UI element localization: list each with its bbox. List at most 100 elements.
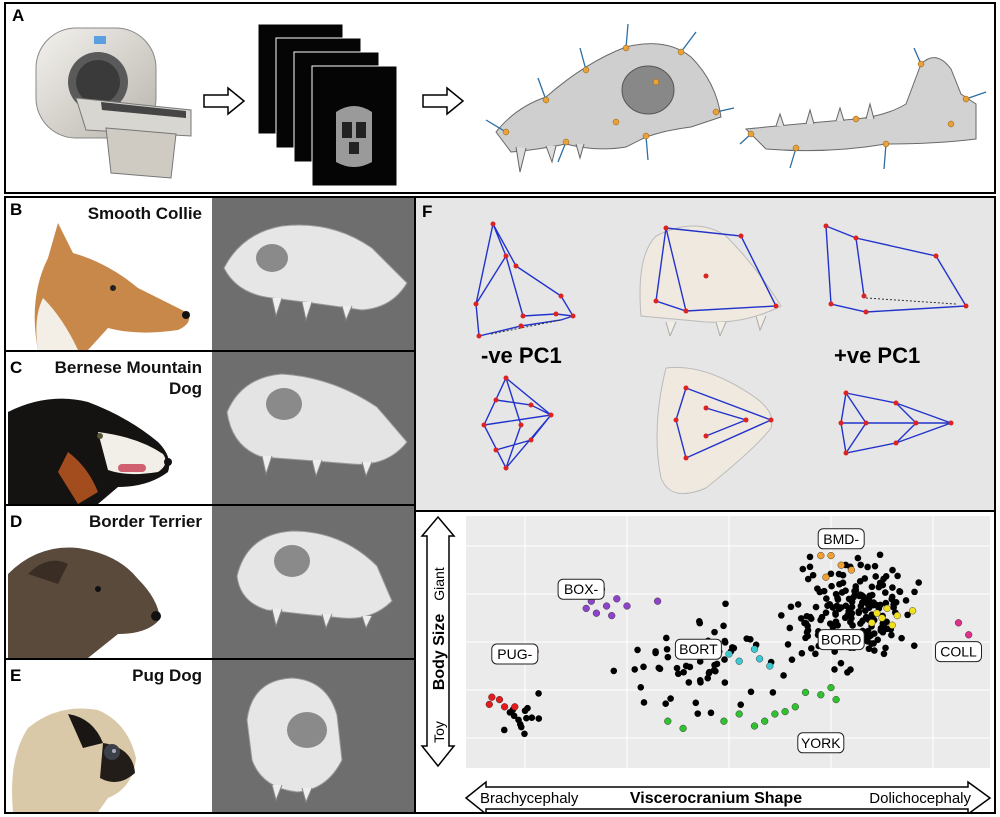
scatter-point <box>523 714 530 722</box>
scatter-point <box>797 615 805 622</box>
breed-label-bmd: BMD- <box>817 528 865 550</box>
scatter-point <box>737 701 745 708</box>
scatter-point-box <box>608 611 616 620</box>
scatter-point-coll <box>954 619 963 627</box>
y-axis-title: Body Size <box>431 614 448 691</box>
scatter-point <box>721 679 729 686</box>
breed-label-coll: COLL <box>935 641 982 663</box>
scatter-point <box>634 646 641 654</box>
scatter-point <box>882 599 890 607</box>
scatter-point <box>879 581 887 589</box>
scatter-point <box>911 588 918 596</box>
scatter-point <box>837 604 845 611</box>
scatter-point-pug <box>500 703 509 711</box>
scatter-point-bord <box>868 619 876 627</box>
breed-label-box: BOX- <box>557 578 605 600</box>
scatter-point-york <box>750 722 759 730</box>
scatter-point-pug <box>488 693 496 701</box>
breed-label-box <box>935 641 982 663</box>
scatter-point <box>882 644 889 652</box>
scatter-point-bord <box>909 607 917 615</box>
breed-label-box <box>817 528 865 550</box>
scatter-point <box>835 570 843 578</box>
scatter-point <box>705 668 713 676</box>
scatter-point <box>712 667 719 675</box>
scatter-point-bmd <box>817 551 825 560</box>
scatter-point <box>882 573 890 580</box>
panel-e: E Pug Dog <box>4 658 416 814</box>
scatter-point <box>778 612 785 619</box>
scatter-point-bord <box>888 621 896 629</box>
scatter-point <box>854 554 862 562</box>
scatter-point <box>816 588 824 596</box>
scatter-point-york <box>720 717 728 725</box>
scatter-point-bord <box>873 609 881 617</box>
scatter-point-york <box>679 724 687 733</box>
panel-f: F -ve PC1 +ve PC1 <box>414 196 996 512</box>
scatter-point <box>803 612 811 620</box>
scatter-point <box>872 573 880 580</box>
breed-label-text: BOX- <box>564 581 599 597</box>
y-axis-bottom-label: Toy <box>431 721 447 743</box>
mandible-3d-model <box>739 47 987 170</box>
scatter-point <box>521 730 528 738</box>
collie-skull-3d <box>223 224 408 322</box>
scatter-point <box>692 699 700 707</box>
scatter-point <box>844 669 851 676</box>
scatter-point <box>812 603 820 611</box>
cranium-3d-model <box>485 23 735 173</box>
ct-scanner-illustration <box>35 27 192 179</box>
scatter-point <box>828 582 835 590</box>
scatter-point <box>841 614 849 622</box>
breed-label-box <box>817 629 865 651</box>
scatter-point-box <box>603 602 611 610</box>
scatter-point <box>721 637 729 645</box>
scatter-point <box>831 666 838 673</box>
scatter-point-york <box>664 717 672 725</box>
scatter-point-bord <box>883 604 891 613</box>
scatter-point <box>807 645 815 652</box>
x-axis-title: Viscerocranium Shape <box>630 790 802 807</box>
breed-label-bord: BORD <box>817 629 865 651</box>
reference-skull-lateral <box>639 225 782 336</box>
scatter-point <box>889 566 896 574</box>
scatter-point <box>871 647 878 654</box>
breed-label-york: YORK <box>797 732 845 754</box>
scatter-point <box>883 618 890 626</box>
scatter-point <box>806 553 814 561</box>
pos-pc1-label: +ve PC1 <box>834 343 921 368</box>
breed-label-bort: BORT <box>674 638 722 660</box>
scatter-point-coll <box>965 631 973 639</box>
scatter-point <box>874 636 882 644</box>
scatter-point <box>711 661 718 669</box>
neg-pc1-label: -ve PC1 <box>481 343 562 368</box>
scatter-point <box>722 600 729 608</box>
scatter-point <box>864 638 871 645</box>
scatter-point-bord <box>893 611 901 620</box>
scatter-point <box>784 641 792 648</box>
dog-name-smooth-collie: Smooth Collie <box>87 204 202 223</box>
breed-label-pug: PUG- <box>491 643 539 665</box>
scatter-point <box>786 624 794 632</box>
scatter-point-york <box>801 688 810 697</box>
breed-label-text: PUG- <box>497 646 532 662</box>
scatter-point-pug <box>511 703 519 711</box>
scatter-point-york <box>827 684 835 692</box>
scatter-point <box>696 619 704 627</box>
scatter-point <box>857 620 864 627</box>
panel-g: G Giant Body Size Toy Brachycephaly Visc… <box>414 510 996 814</box>
scatter-point <box>832 590 840 598</box>
scatter-point <box>856 591 864 598</box>
scatter-point <box>851 591 859 599</box>
scatter-point <box>894 572 901 580</box>
scatter-point <box>864 563 871 571</box>
scatter-point-bort <box>766 662 774 670</box>
y-axis-top-label: Giant <box>431 567 447 601</box>
scatter-point <box>711 628 718 636</box>
scatter-point <box>863 628 870 636</box>
scatter-point <box>610 667 618 675</box>
scatter-point <box>707 709 715 717</box>
scatter-point <box>685 679 693 686</box>
scatter-point <box>721 656 728 663</box>
x-axis-double-arrow <box>464 780 992 812</box>
